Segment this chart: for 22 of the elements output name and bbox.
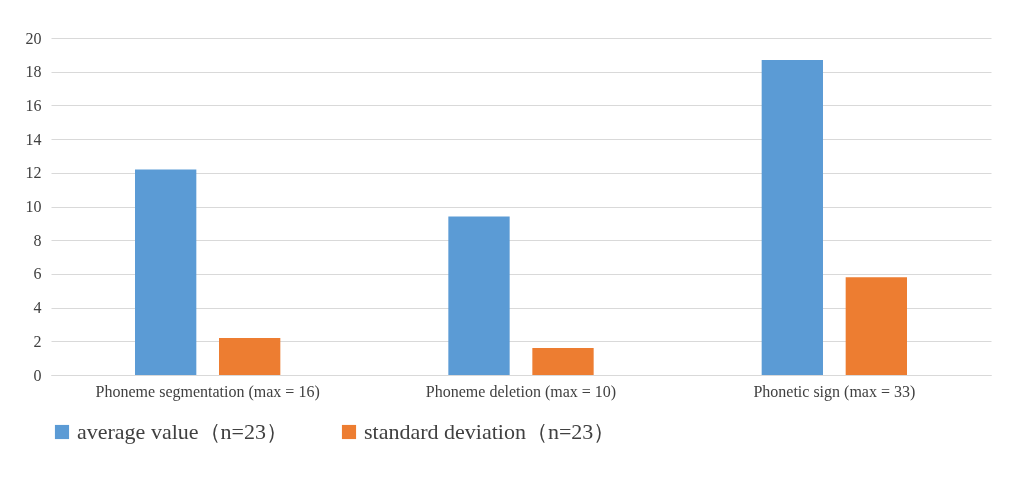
y-tick-label: 16 (25, 96, 42, 114)
y-tick-label: 2 (33, 332, 42, 350)
y-tick-label: 10 (25, 198, 42, 215)
bar (448, 216, 510, 375)
bar (135, 169, 197, 375)
x-tick-label: Phoneme deletion (max = 10) (425, 382, 617, 401)
y-tick-label: 0 (33, 366, 42, 384)
y-tick-label: 12 (25, 164, 42, 182)
y-tick-label: 8 (33, 231, 42, 249)
bar (845, 277, 907, 375)
y-tick-label: 14 (25, 130, 42, 148)
y-tick-label: 18 (25, 63, 42, 81)
bar (532, 348, 594, 375)
legend-label: standard deviation（n=23） (364, 419, 616, 444)
x-tick-label: Phoneme segmentation (max = 16) (95, 382, 320, 401)
bar (761, 59, 823, 375)
y-tick-label: 6 (33, 265, 42, 283)
y-tick-label: 4 (33, 299, 42, 317)
bar (219, 337, 281, 375)
legend-label: average value（n=23） (77, 419, 288, 444)
x-tick-label: Phonetic sign (max = 33) (753, 382, 916, 401)
y-tick-label: 20 (25, 29, 42, 47)
